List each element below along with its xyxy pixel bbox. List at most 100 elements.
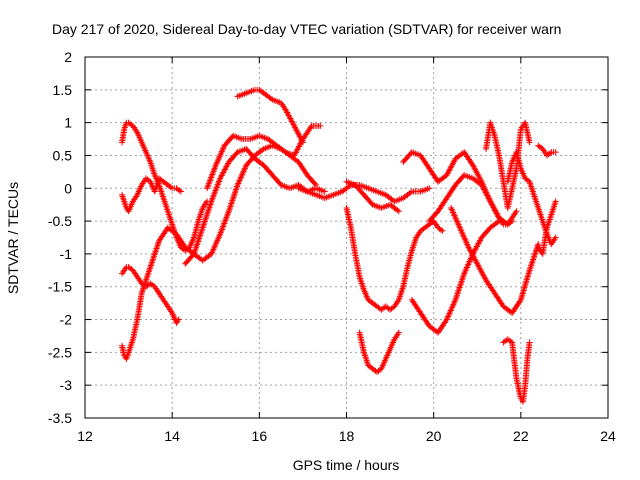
data-point	[515, 151, 518, 153]
data-point	[358, 184, 361, 186]
data-point	[498, 217, 500, 219]
data-point	[293, 154, 296, 157]
data-point	[175, 322, 178, 324]
data-point	[262, 92, 265, 94]
data-point	[533, 194, 535, 196]
data-point	[367, 364, 370, 367]
data-point	[441, 230, 444, 232]
data-point	[554, 236, 557, 239]
data-point	[145, 151, 147, 153]
data-point	[258, 89, 261, 91]
data-point	[123, 354, 126, 357]
x-axis-label: GPS time / hours	[293, 457, 400, 473]
data-point	[550, 213, 553, 216]
data-point	[184, 262, 187, 265]
data-point	[472, 164, 474, 167]
data-point	[489, 121, 492, 124]
data-point	[445, 318, 448, 321]
data-point	[520, 167, 522, 170]
series-sat-s	[535, 142, 559, 159]
data-point	[127, 351, 130, 354]
data-point	[354, 184, 357, 186]
data-point	[520, 128, 522, 130]
data-point	[206, 187, 208, 190]
data-point	[201, 259, 204, 262]
data-point	[306, 174, 309, 176]
data-marks	[119, 86, 559, 405]
data-point	[389, 203, 391, 206]
series-sat-q	[482, 119, 533, 211]
data-point	[254, 89, 256, 91]
data-point	[546, 154, 548, 157]
data-point	[171, 312, 173, 314]
data-point	[158, 239, 160, 242]
data-point	[506, 180, 509, 183]
data-point	[511, 312, 513, 314]
data-point	[498, 154, 500, 157]
series-sat-f	[204, 122, 324, 192]
y-tick-label: -0.5	[48, 213, 72, 229]
data-point	[132, 269, 134, 272]
data-point	[123, 128, 126, 130]
x-tick-label: 20	[426, 428, 442, 444]
data-point	[376, 190, 378, 193]
data-point	[275, 144, 278, 147]
data-point	[445, 197, 448, 199]
data-point	[127, 210, 130, 213]
data-point	[376, 305, 378, 308]
data-point	[371, 302, 374, 304]
x-tick-label: 22	[513, 428, 529, 444]
data-point	[125, 207, 128, 209]
series-sat-k	[343, 178, 402, 215]
data-point	[454, 184, 457, 186]
y-tick-label: -1	[60, 246, 73, 262]
series-sat-o	[448, 204, 542, 316]
data-point	[193, 236, 195, 239]
data-point	[528, 269, 531, 272]
data-point	[511, 341, 513, 344]
data-point	[236, 151, 239, 153]
data-point	[363, 351, 365, 354]
data-point	[371, 367, 374, 370]
y-tick-label: -2.5	[48, 344, 72, 360]
data-point	[384, 358, 387, 360]
data-point	[502, 341, 505, 344]
data-point	[267, 138, 269, 140]
data-point	[125, 121, 128, 124]
data-point	[524, 384, 526, 386]
data-point	[123, 269, 126, 272]
data-point	[345, 207, 348, 209]
data-point	[132, 125, 134, 127]
data-point	[472, 177, 474, 180]
data-point	[132, 200, 134, 203]
data-point	[411, 249, 413, 252]
data-point	[459, 226, 461, 229]
data-point	[384, 305, 387, 308]
data-point	[541, 148, 544, 150]
data-point	[145, 177, 147, 180]
data-point	[411, 151, 413, 153]
data-point	[546, 226, 548, 229]
data-point	[167, 210, 169, 213]
data-point	[236, 95, 239, 98]
data-point	[136, 131, 139, 134]
data-point	[371, 203, 374, 206]
data-point	[271, 98, 274, 101]
data-point	[398, 210, 400, 213]
data-point	[389, 308, 391, 311]
series-sat-t	[535, 198, 559, 257]
data-point	[537, 144, 540, 147]
data-point	[210, 200, 213, 203]
x-tick-label: 16	[252, 428, 268, 444]
data-point	[180, 246, 182, 249]
y-tick-label: 2	[64, 49, 72, 65]
x-tick-label: 18	[339, 428, 355, 444]
data-point	[193, 253, 195, 255]
data-point	[489, 226, 492, 229]
data-point	[254, 157, 256, 160]
data-point	[402, 197, 404, 199]
y-tick-label: 0	[64, 180, 72, 196]
data-point	[432, 220, 435, 222]
data-point	[123, 200, 126, 203]
data-point	[485, 148, 487, 150]
